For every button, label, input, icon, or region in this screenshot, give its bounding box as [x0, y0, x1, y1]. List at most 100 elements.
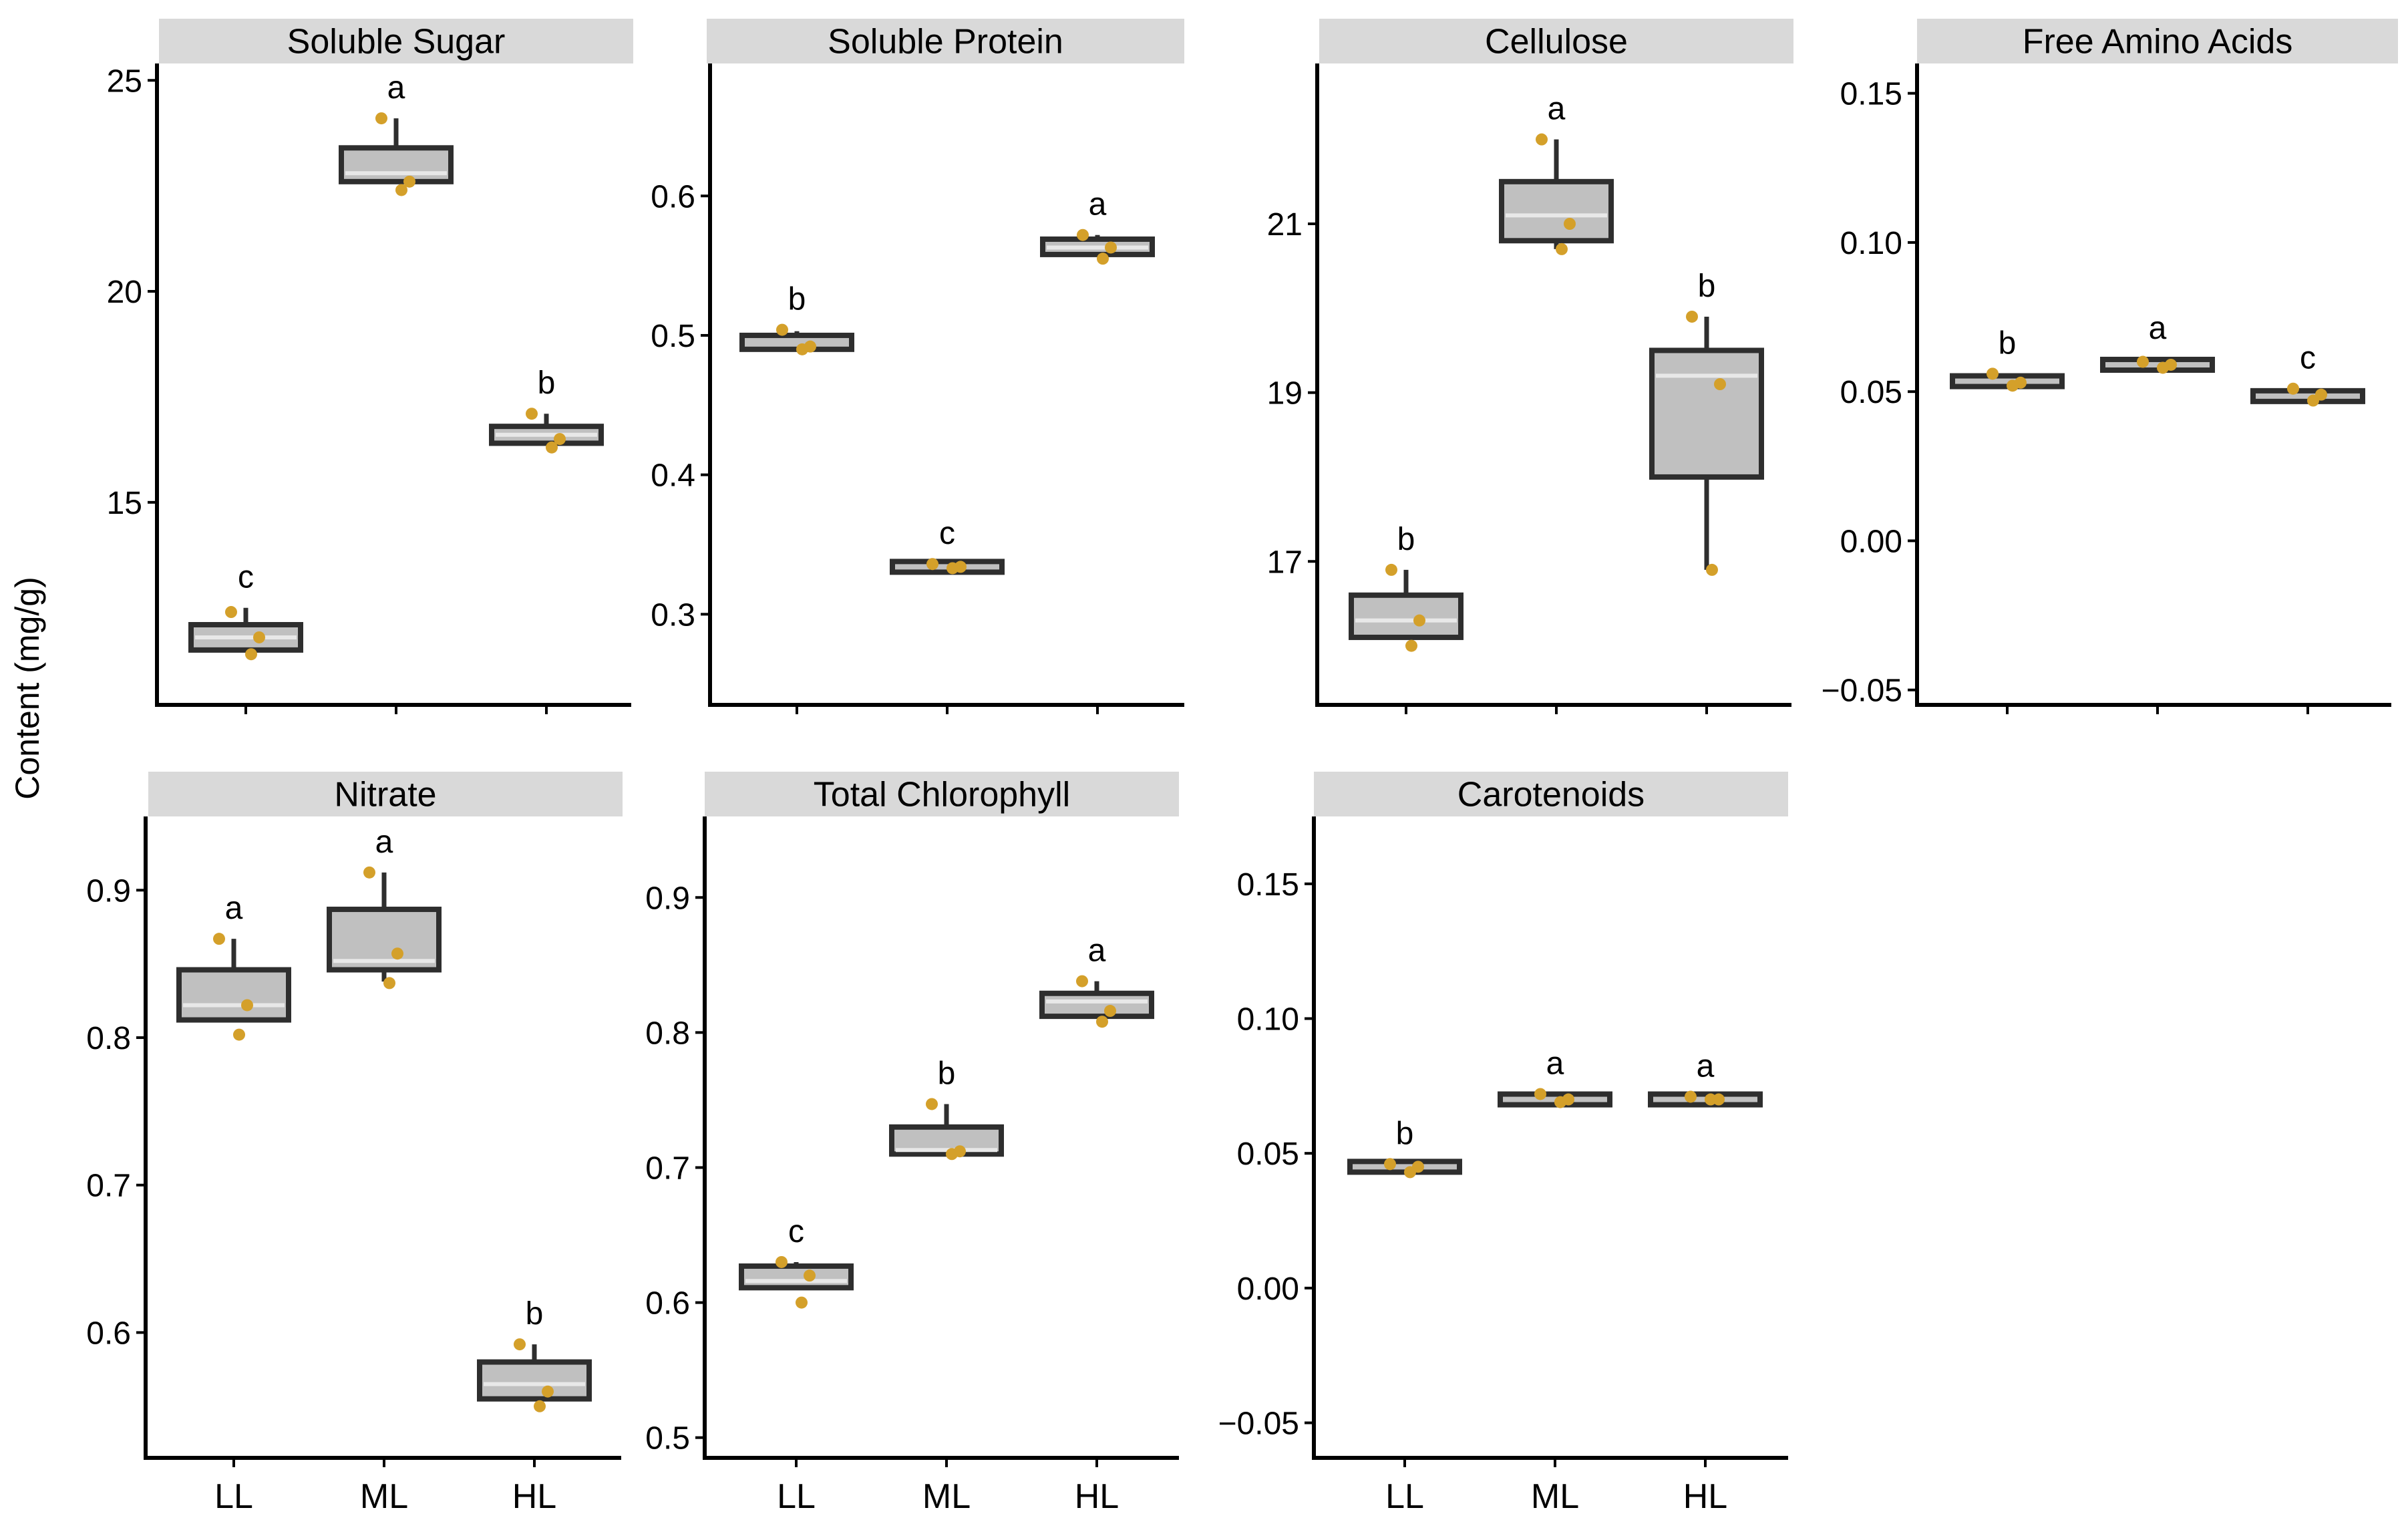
significance-letter: a: [1089, 187, 1107, 222]
y-tick-label: 0.15: [1237, 867, 1299, 903]
y-tick-label: 19: [1267, 376, 1303, 412]
data-point: [926, 558, 938, 571]
box-group: b: [489, 365, 604, 454]
data-point: [926, 1098, 938, 1110]
facet-strip: [159, 19, 633, 63]
y-tick-label: 0.3: [651, 597, 695, 633]
y-tick-label: 0.6: [645, 1286, 690, 1322]
data-point: [796, 343, 808, 355]
facet-title: Soluble Sugar: [287, 23, 506, 61]
y-tick-label: 0.10: [1237, 1002, 1299, 1038]
data-point: [233, 1028, 245, 1041]
data-point: [1987, 367, 1999, 380]
box: [176, 967, 291, 1023]
box: [1039, 990, 1154, 1020]
y-tick-label: 0.6: [651, 179, 695, 214]
box-group: a: [327, 824, 442, 990]
box-group: b: [1950, 325, 2065, 392]
box-group: b: [889, 1056, 1004, 1161]
x-tick-label: LL: [214, 1477, 253, 1516]
data-point: [1705, 1093, 1717, 1106]
x-tick-label: HL: [512, 1477, 556, 1516]
box-group: a: [1039, 933, 1154, 1028]
data-point: [225, 606, 237, 619]
x-tick-label: HL: [1075, 1477, 1119, 1516]
data-point: [1076, 975, 1088, 987]
significance-letter: b: [1397, 522, 1415, 557]
y-tick-label: 0.7: [86, 1169, 131, 1204]
box-group: c: [2250, 341, 2365, 407]
data-point: [534, 1400, 546, 1412]
y-tick-label: 25: [107, 63, 142, 99]
box-group: b: [1347, 1116, 1462, 1179]
significance-letter: b: [1698, 269, 1716, 304]
box-group: b: [1349, 522, 1464, 652]
data-point: [213, 933, 225, 945]
data-point: [796, 1296, 808, 1309]
x-tick-label: ML: [922, 1477, 971, 1516]
data-point: [1404, 1166, 1416, 1179]
box-group: a: [176, 891, 291, 1041]
data-point: [241, 999, 253, 1012]
y-tick-label: 0.00: [1840, 524, 1902, 559]
y-tick-label: 0.15: [1840, 77, 1902, 112]
data-point: [1385, 563, 1397, 576]
significance-letter: a: [1697, 1048, 1715, 1084]
box-group: a: [1498, 1046, 1612, 1108]
x-tick-label: LL: [777, 1477, 816, 1516]
data-point: [546, 441, 558, 454]
data-point: [554, 433, 566, 446]
significance-letter: a: [1088, 933, 1106, 969]
significance-letter: a: [225, 891, 243, 926]
data-point: [526, 408, 538, 420]
facet-strip: [705, 772, 1179, 816]
box-group: c: [188, 560, 303, 661]
x-tick-label: HL: [1683, 1477, 1727, 1516]
box-group: a: [1040, 187, 1155, 265]
box: [1349, 592, 1464, 640]
x-tick-label: ML: [360, 1477, 408, 1516]
data-point: [403, 175, 415, 188]
data-point: [1413, 614, 1425, 627]
box-group: a: [2100, 311, 2215, 374]
box-group: b: [739, 282, 854, 355]
facet-panel: Soluble Protein 0.3 0.4 0.5 0.6 b c a: [651, 19, 1184, 714]
facet-title: Total Chlorophyll: [814, 776, 1070, 814]
facet-panel: Free Amino Acids −0.05 0.00 0.05 0.10 0.15 b a c: [1822, 19, 2398, 714]
facet-title: Free Amino Acids: [2023, 23, 2293, 61]
data-point: [1685, 1090, 1697, 1103]
data-point: [1097, 253, 1109, 265]
facet-title: Soluble Protein: [828, 23, 1063, 61]
x-tick-label: ML: [1531, 1477, 1579, 1516]
data-point: [1534, 1088, 1546, 1100]
y-tick-label: 0.4: [651, 458, 695, 494]
y-tick-label: 15: [107, 486, 142, 521]
data-point: [363, 866, 375, 879]
y-tick-label: 0.9: [645, 881, 690, 916]
y-tick-label: 0.05: [1237, 1136, 1299, 1172]
significance-letter: c: [2300, 341, 2316, 376]
significance-letter: a: [1546, 1046, 1564, 1081]
box-group: a: [1499, 92, 1614, 255]
significance-letter: b: [538, 365, 556, 401]
y-tick-label: 0.7: [645, 1151, 690, 1186]
y-tick-label: 0.10: [1840, 226, 1902, 261]
facet-strip: [707, 19, 1184, 63]
data-point: [1686, 310, 1698, 323]
data-point: [1405, 639, 1417, 652]
data-point: [1104, 1005, 1116, 1018]
data-point: [514, 1338, 526, 1351]
facet-title: Nitrate: [334, 776, 436, 814]
data-point: [2007, 379, 2019, 392]
significance-letter: c: [788, 1214, 804, 1249]
significance-letter: b: [1396, 1116, 1414, 1151]
facet-strip: [1319, 19, 1793, 63]
box: [1499, 178, 1614, 244]
facet-panel: Cellulose 17 19 21 b a b: [1267, 19, 1793, 714]
box: [1649, 347, 1764, 480]
y-tick-label: 21: [1267, 207, 1303, 243]
data-point: [2287, 382, 2299, 395]
facet-panels: Soluble Sugar 15 20 25 c a b Soluble Protein 0.3…: [86, 19, 2398, 1516]
data-point: [776, 323, 788, 336]
